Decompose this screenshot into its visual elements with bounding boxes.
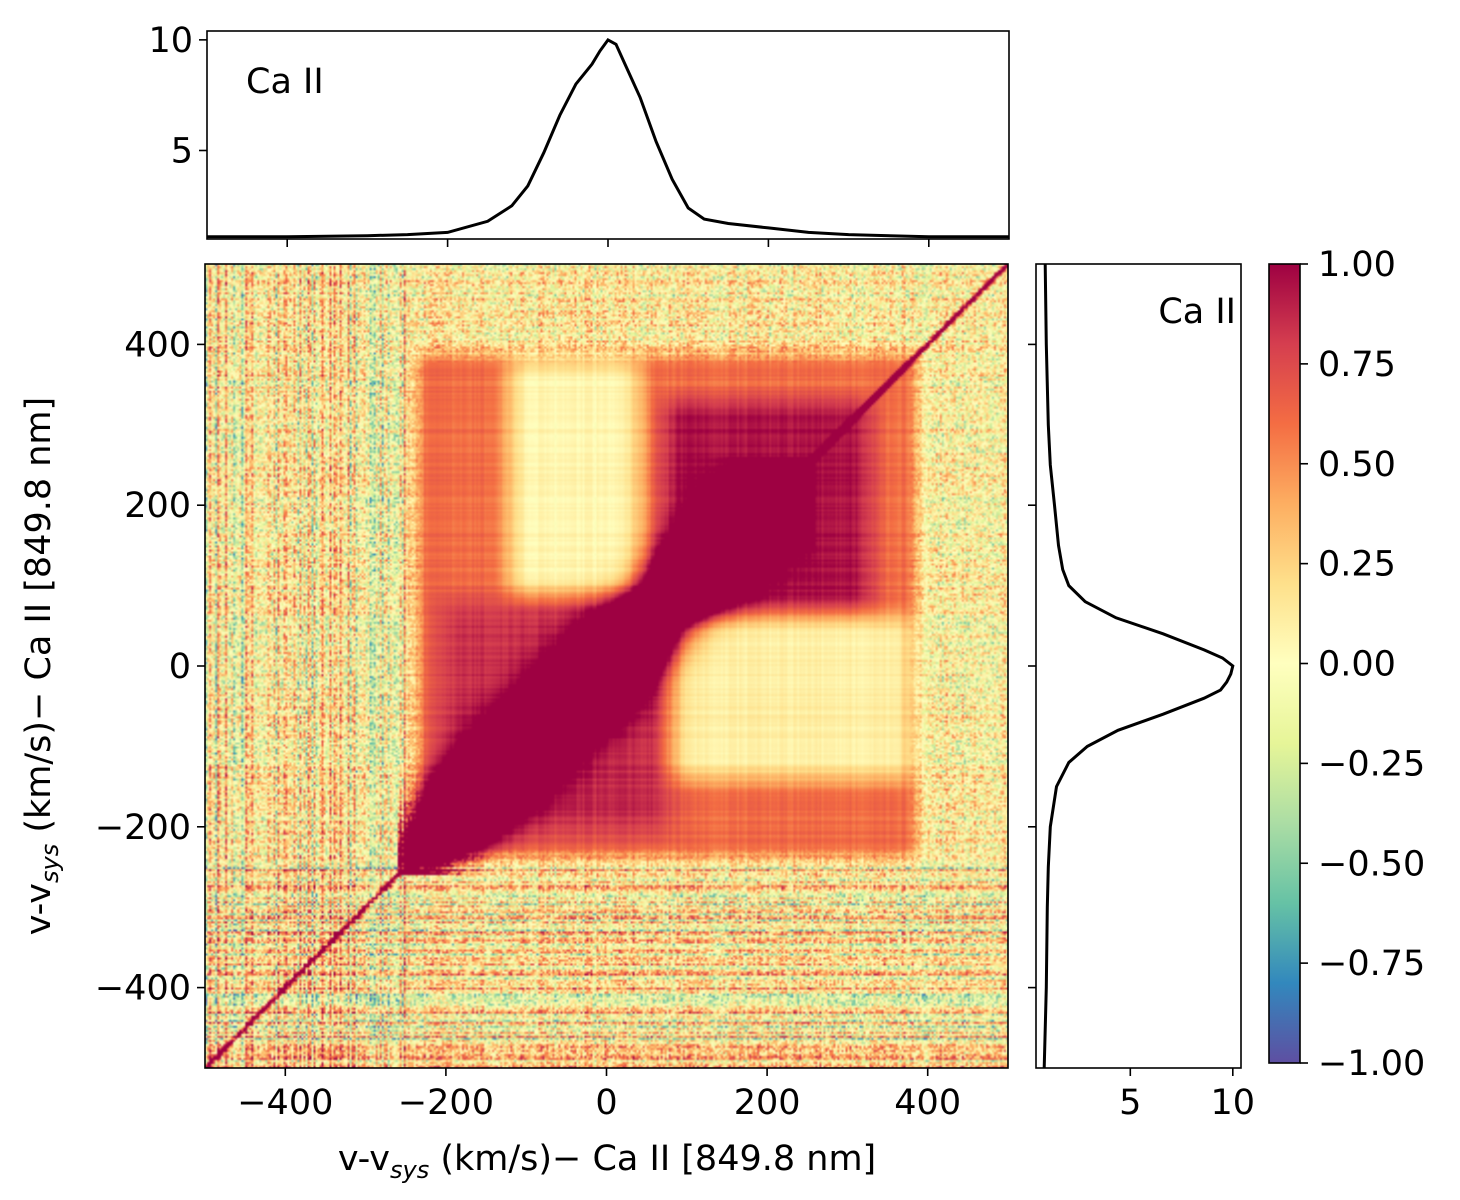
colorbar-gradient (1269, 264, 1300, 1063)
heatmap-y-ticks: −400 −200 0 200 400 (95, 325, 205, 1009)
side-profile-panel: 5 10 Ca II (1028, 263, 1255, 1123)
x-tick-label: −400 (237, 1083, 333, 1123)
side-x-tick-label: 10 (1211, 1083, 1256, 1123)
correlation-heatmap-panel: −400 −200 0 200 400 −400 −200 0 200 400 v-vsys (… (19, 263, 1009, 1184)
heatmap-x-ticks: −400 −200 0 200 400 (237, 1068, 961, 1123)
x-tick-label: 400 (894, 1083, 961, 1123)
y-tick-label: −200 (95, 808, 191, 848)
x-tick-label: 200 (734, 1083, 801, 1123)
top-panel-frame (206, 30, 1010, 240)
top-profile-line (207, 37, 1009, 239)
side-x-tick-label: 5 (1119, 1083, 1141, 1123)
side-panel-frame (1035, 263, 1242, 1069)
y-tick-label: 0 (169, 647, 191, 687)
colorbar-tick-label: 1.00 (1318, 245, 1396, 285)
colorbar-tick-label: 0.25 (1318, 545, 1396, 585)
y-tick-label: 400 (124, 325, 191, 365)
colorbar-tick-label: 0.00 (1318, 645, 1396, 685)
side-y-ticks (1028, 343, 1036, 989)
top-y-ticks: 5 10 (148, 21, 207, 171)
side-profile-line (1042, 263, 1235, 1069)
y-tick-label: −400 (95, 969, 191, 1009)
y-tick-label: 200 (124, 486, 191, 526)
colorbar-tick-label: −1.00 (1318, 1044, 1425, 1084)
top-y-tick-label: 10 (148, 21, 193, 61)
heatmap-image (205, 264, 1008, 1068)
x-axis-label: v-vsys (km/s)− Ca II [849.8 nm] (338, 1139, 876, 1184)
y-axis-label: v-vsys (km/s)− Ca II [849.8 nm] (19, 397, 64, 935)
colorbar: 1.00 0.75 0.50 0.25 0.00 −0.25 −0.50 −0.75 −1.00 (1268, 245, 1425, 1084)
side-x-ticks: 5 10 (1119, 1068, 1255, 1123)
top-profile-panel: 5 10 Ca II (148, 21, 1010, 247)
colorbar-tick-label: −0.75 (1318, 944, 1425, 984)
colorbar-tick-label: 0.50 (1318, 445, 1396, 485)
x-tick-label: 0 (595, 1083, 617, 1123)
top-x-ticks (286, 239, 930, 247)
x-tick-label: −200 (398, 1083, 494, 1123)
colorbar-tick-label: −0.50 (1318, 844, 1425, 884)
top-y-tick-label: 5 (171, 131, 193, 171)
side-annotation: Ca II (1158, 292, 1236, 332)
colorbar-tick-label: −0.25 (1318, 744, 1425, 784)
colorbar-tick-label: 0.75 (1318, 345, 1396, 385)
colorbar-ticks: 1.00 0.75 0.50 0.25 0.00 −0.25 −0.50 −0.75 −1.00 (1300, 245, 1425, 1084)
top-annotation: Ca II (246, 62, 324, 102)
